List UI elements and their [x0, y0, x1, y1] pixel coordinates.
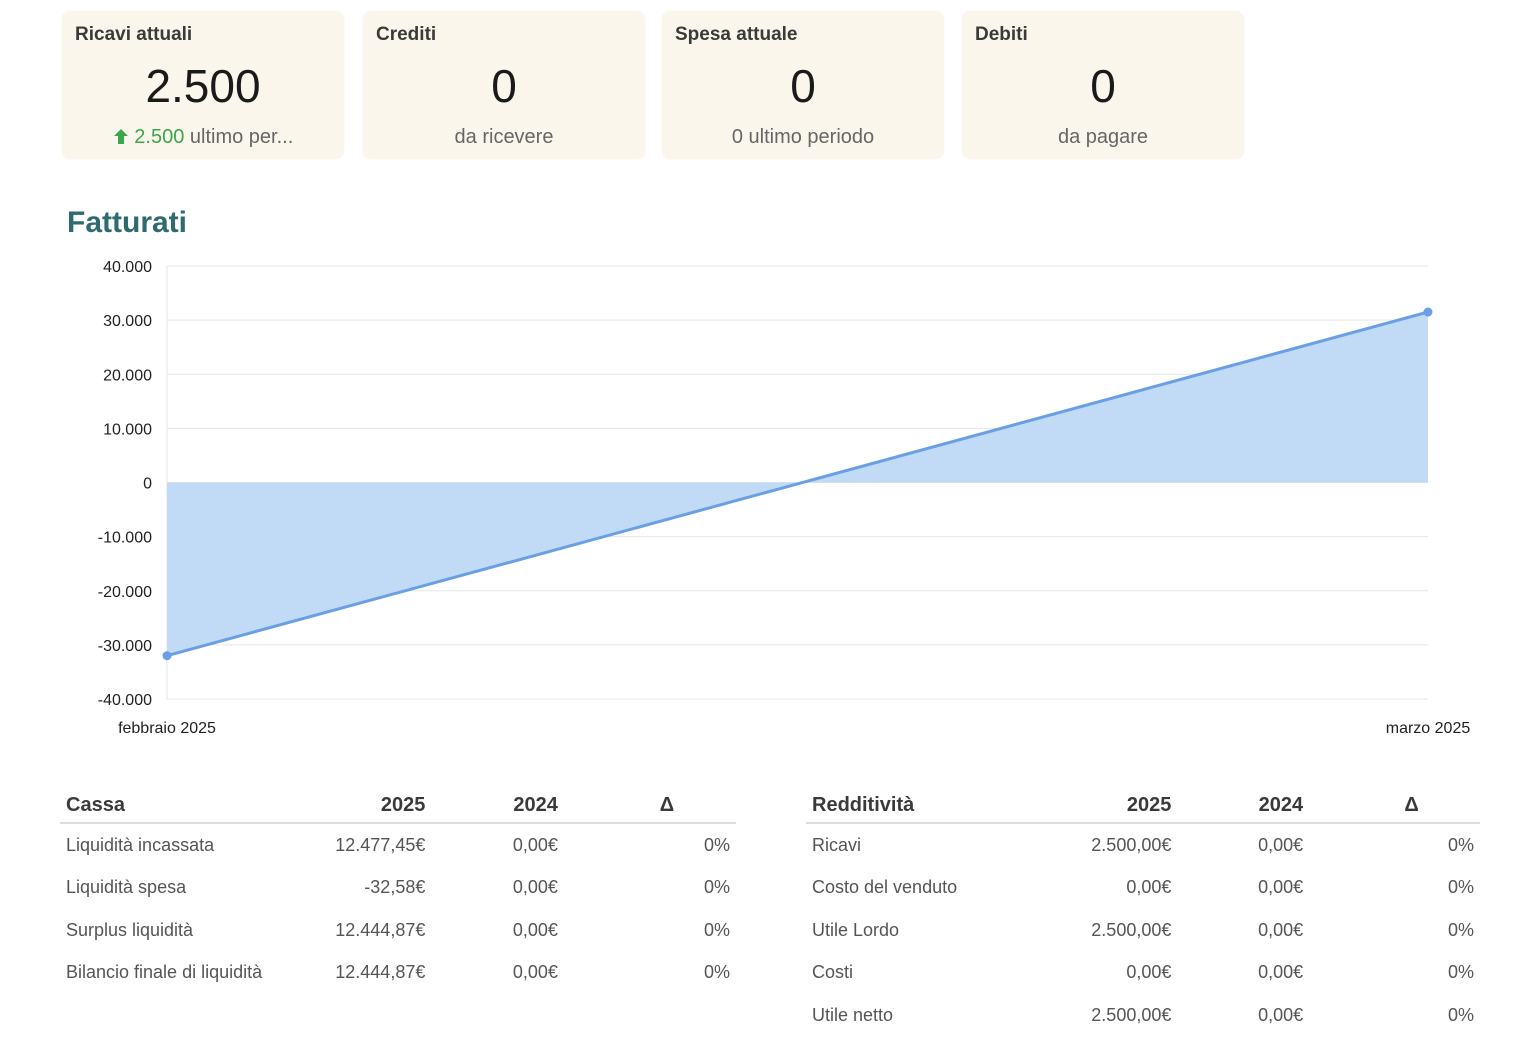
- row-value: 0,00€: [1258, 877, 1304, 898]
- card-subtitle: da pagare: [1057, 126, 1149, 148]
- row-label: Costi: [812, 962, 854, 983]
- data-point: [162, 651, 172, 661]
- card-value: 2.500: [145, 60, 261, 112]
- card-title: Spesa attuale: [675, 24, 798, 45]
- y-tick-label: 10.000: [103, 421, 152, 438]
- table-row: Costo del venduto 0,00€ 0,00€ 0%: [806, 867, 1480, 910]
- chart-title: Fatturati: [67, 206, 187, 239]
- row-label: Bilancio finale di liquidità: [66, 962, 263, 983]
- y-tick-label: -20.000: [98, 584, 152, 601]
- y-tick-label: 40.000: [103, 259, 152, 276]
- column-header: Cassa: [60, 788, 303, 824]
- y-tick-label: 30.000: [103, 313, 152, 330]
- row-value: 2.500,00€: [1091, 834, 1172, 855]
- row-label: Costo del venduto: [812, 877, 958, 898]
- row-value: 12.444,87€: [335, 919, 426, 940]
- table-row: Utile Lordo 2.500,00€ 0,00€ 0%: [806, 909, 1480, 952]
- row-value: 0,00€: [512, 962, 558, 983]
- row-value: 0%: [1447, 877, 1474, 898]
- row-value: 12.444,87€: [335, 962, 426, 983]
- table-row: Bilancio finale di liquidità 12.444,87€ 0,…: [60, 952, 736, 995]
- row-label: Liquidità incassata: [66, 834, 215, 855]
- card-subtitle: 0 ultimo periodo: [731, 126, 875, 148]
- table-row: Liquidità spesa -32,58€ 0,00€ 0%: [60, 867, 736, 910]
- row-value: 2.500,00€: [1091, 1004, 1172, 1025]
- card-trend-value: 2.500: [134, 126, 185, 148]
- row-value: 0,00€: [1258, 962, 1304, 983]
- row-value: 0%: [703, 877, 730, 898]
- card-spesa-attuale[interactable]: Spesa attuale 0 0 ultimo periodo: [662, 11, 944, 159]
- table-row: Utile netto 2.500,00€ 0,00€ 0%: [806, 994, 1480, 1037]
- card-value: 0: [790, 60, 816, 112]
- row-value: 0,00€: [1258, 1004, 1304, 1025]
- card-title: Crediti: [376, 24, 437, 45]
- table-row: Liquidità incassata 12.477,45€ 0,00€ 0%: [60, 823, 736, 867]
- row-value: 0%: [1447, 834, 1474, 855]
- column-header: 2025: [302, 788, 432, 824]
- cassa-table: Cassa 2025 2024 Δ Liquidità incassata 12.…: [60, 788, 736, 994]
- row-value: 0,00€: [1126, 962, 1172, 983]
- card-crediti[interactable]: Crediti 0 da ricevere: [363, 11, 645, 159]
- x-tick-label: febbraio 2025: [118, 720, 216, 737]
- row-value: 0,00€: [1258, 834, 1304, 855]
- row-value: 0%: [1447, 1004, 1474, 1025]
- y-tick-label: -10.000: [98, 530, 152, 547]
- y-tick-label: -40.000: [98, 692, 152, 709]
- row-value: 0,00€: [512, 919, 558, 940]
- row-value: 2.500,00€: [1091, 919, 1172, 940]
- card-value: 0: [1090, 60, 1116, 112]
- row-label: Surplus liquidità: [66, 919, 194, 940]
- row-value: 12.477,45€: [335, 834, 426, 855]
- redditivita-table: Redditività 2025 2024 Δ Ricavi 2.500,00€ 0…: [806, 788, 1480, 1037]
- column-header: Δ: [1309, 788, 1480, 824]
- row-value: 0%: [703, 919, 730, 940]
- column-header: 2024: [431, 788, 564, 824]
- column-header: 2024: [1177, 788, 1310, 824]
- card-title: Debiti: [975, 24, 1028, 45]
- card-trend-label: ultimo per...: [184, 126, 294, 148]
- column-header: Redditività: [806, 788, 1051, 824]
- y-tick-label: -30.000: [98, 638, 152, 655]
- y-tick-label: 0: [143, 476, 152, 493]
- row-value: -32,58€: [364, 877, 426, 898]
- column-header: 2025: [1050, 788, 1178, 824]
- series-line: [166, 310, 1429, 658]
- table-row: Surplus liquidità 12.444,87€ 0,00€ 0%: [60, 909, 736, 952]
- row-value: 0,00€: [512, 877, 558, 898]
- row-value: 0,00€: [1258, 919, 1304, 940]
- row-label: Utile netto: [812, 1004, 894, 1025]
- row-value: 0%: [703, 962, 730, 983]
- x-tick-label: marzo 2025: [1386, 720, 1471, 737]
- row-value: 0,00€: [512, 834, 558, 855]
- card-ricavi-attuali[interactable]: Ricavi attuali 2.500 2.500 ultimo per...: [62, 11, 344, 159]
- row-label: Liquidità spesa: [66, 877, 187, 898]
- card-subtitle: da ricevere: [454, 126, 554, 148]
- card-title: Ricavi attuali: [75, 24, 193, 45]
- row-value: 0%: [1447, 962, 1474, 983]
- fatturati-chart[interactable]: 40.000 30.000 20.000 10.000 0 -10.000 -20.000 -…: [0, 250, 1528, 750]
- column-header: Δ: [563, 788, 736, 824]
- row-value: 0%: [703, 834, 730, 855]
- y-tick-label: 20.000: [103, 367, 152, 384]
- row-label: Ricavi: [812, 834, 862, 855]
- data-point: [1423, 307, 1433, 317]
- card-value: 0: [491, 60, 517, 112]
- table-header-row: Cassa 2025 2024 Δ: [60, 788, 736, 824]
- up-arrow-icon: [113, 126, 135, 148]
- row-value: 0,00€: [1126, 877, 1172, 898]
- row-label: Utile Lordo: [812, 919, 900, 940]
- row-value: 0%: [1447, 919, 1474, 940]
- table-row: Costi 0,00€ 0,00€ 0%: [806, 952, 1480, 995]
- table-row: Ricavi 2.500,00€ 0,00€ 0%: [806, 823, 1480, 867]
- card-subtitle: 2.500 ultimo per...: [62, 126, 344, 149]
- table-header-row: Redditività 2025 2024 Δ: [806, 788, 1480, 824]
- card-debiti[interactable]: Debiti 0 da pagare: [962, 11, 1244, 159]
